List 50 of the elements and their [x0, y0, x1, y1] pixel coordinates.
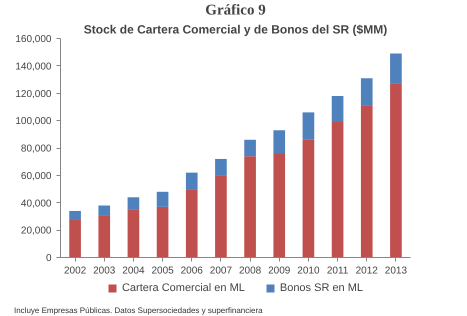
y-tick-label: 40,000	[20, 198, 52, 210]
x-tick-label: 2012	[356, 266, 378, 276]
bar	[186, 189, 198, 258]
bar	[98, 205, 110, 216]
bar	[244, 156, 256, 258]
x-tick-label: 2013	[384, 266, 408, 276]
x-tick-label: 2007	[210, 266, 232, 276]
bar	[215, 158, 227, 176]
x-tick-label: 2008	[238, 266, 262, 276]
bar	[156, 192, 168, 207]
chart-subtitle: Stock de Cartera Comercial y de Bonos del SR ($MM)	[84, 22, 388, 36]
bar	[98, 215, 110, 258]
bar	[215, 175, 227, 258]
x-tick-label: 2003	[93, 266, 116, 276]
y-tick-label: 80,000	[20, 144, 52, 154]
bar	[332, 122, 344, 258]
x-tick-label: 2004	[122, 266, 145, 276]
y-tick-label: 120,000	[15, 88, 52, 100]
bar	[273, 130, 286, 154]
y-tick-label: 20,000	[20, 226, 52, 237]
bar	[390, 54, 402, 84]
x-tick-label: 2009	[268, 266, 291, 276]
bar	[360, 106, 373, 258]
x-tick-label: 2006	[180, 266, 204, 276]
bar	[390, 84, 402, 258]
bar	[244, 140, 256, 156]
bar	[128, 197, 140, 210]
y-tick-label: 140,000	[15, 61, 52, 72]
bar	[156, 206, 168, 258]
bar	[69, 210, 81, 220]
y-tick-label: 100,000	[15, 116, 52, 128]
x-tick-label: 2011	[326, 266, 349, 276]
text: Incluye Empresas Públicas. Datos Supersociedades y superfinanciera	[14, 305, 263, 316]
chart-title: Gráfico 9	[205, 2, 266, 18]
bar	[186, 172, 198, 190]
legend-label: Bonos SR en ML	[280, 282, 364, 294]
bar	[302, 112, 314, 140]
bar	[302, 140, 314, 258]
bar	[332, 96, 344, 122]
bar	[128, 210, 140, 258]
x-tick-label: 2002	[64, 266, 87, 276]
legend-label: Cartera Comercial en ML	[122, 282, 245, 294]
bar	[273, 153, 286, 258]
bar	[69, 219, 81, 258]
y-tick-label: 160,000	[15, 34, 52, 45]
x-tick-label: 2010	[297, 266, 320, 276]
bar	[360, 78, 373, 106]
y-tick-label: 0	[46, 253, 52, 264]
x-tick-label: 2005	[151, 266, 174, 276]
y-tick-label: 60,000	[20, 170, 52, 182]
